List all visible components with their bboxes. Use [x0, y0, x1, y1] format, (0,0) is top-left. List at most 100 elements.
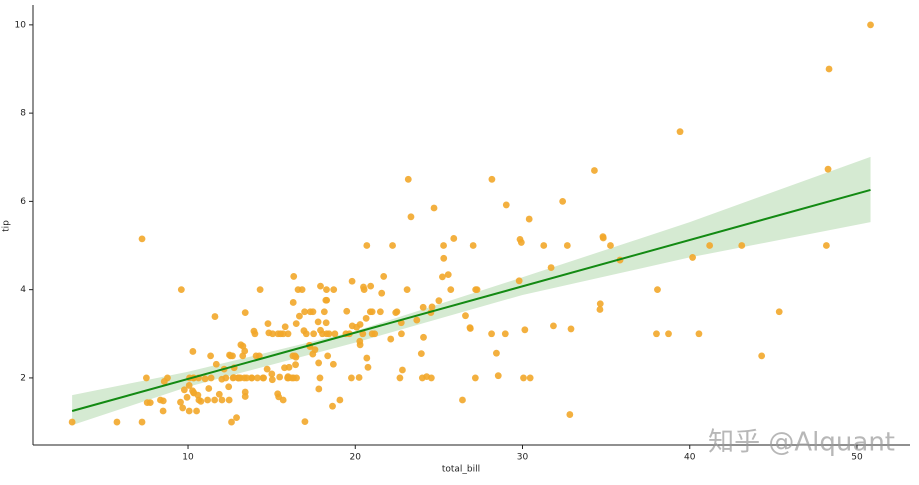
y-tick-label: 2 — [20, 373, 26, 383]
point — [447, 286, 455, 294]
point — [501, 330, 509, 338]
point — [259, 374, 267, 382]
y-tick-label: 10 — [15, 20, 27, 30]
point — [284, 330, 292, 338]
point — [157, 396, 164, 404]
point — [364, 363, 372, 371]
point — [418, 374, 426, 382]
point — [293, 374, 300, 382]
point — [256, 286, 264, 294]
point — [428, 303, 436, 311]
point — [294, 286, 302, 294]
point — [311, 346, 319, 354]
point — [607, 242, 614, 249]
point — [264, 320, 272, 328]
point — [398, 330, 405, 338]
point — [596, 306, 604, 313]
point — [239, 352, 247, 360]
point — [322, 319, 330, 327]
point — [296, 312, 303, 320]
y-tick-label: 6 — [20, 197, 26, 207]
point — [689, 254, 696, 261]
point — [396, 374, 404, 382]
point — [252, 352, 260, 360]
watermark: 知乎 @Alquant — [708, 428, 895, 458]
point — [389, 242, 396, 249]
point — [653, 330, 660, 338]
point — [547, 264, 555, 271]
point — [353, 323, 361, 331]
point — [738, 242, 746, 249]
x-tick-label: 10 — [182, 453, 194, 463]
point — [758, 352, 766, 360]
point — [301, 418, 309, 426]
x-tick-label: 30 — [517, 453, 529, 463]
point — [228, 418, 235, 426]
point — [356, 337, 364, 345]
point — [251, 330, 259, 338]
point — [599, 234, 607, 242]
point — [526, 374, 534, 382]
point — [239, 342, 247, 350]
point — [233, 414, 240, 422]
point — [676, 128, 684, 136]
point — [189, 348, 197, 355]
point — [488, 175, 496, 183]
point — [263, 365, 271, 373]
point — [440, 242, 447, 249]
point — [142, 374, 150, 382]
point — [563, 242, 571, 249]
point — [775, 308, 783, 316]
point — [315, 359, 323, 367]
regression-line — [71, 188, 871, 412]
point — [177, 398, 184, 406]
point — [201, 375, 209, 383]
point — [516, 235, 524, 243]
point — [254, 374, 261, 382]
point — [146, 399, 154, 407]
point — [367, 282, 375, 290]
point — [493, 349, 500, 357]
point — [540, 242, 548, 249]
point — [218, 396, 226, 404]
point — [215, 390, 223, 398]
point — [515, 277, 523, 285]
point — [222, 374, 230, 382]
point — [825, 65, 833, 73]
point — [185, 407, 193, 415]
point — [205, 385, 213, 392]
point — [376, 308, 384, 316]
point — [225, 383, 233, 391]
point — [268, 376, 276, 384]
point — [440, 254, 448, 262]
point — [368, 330, 376, 338]
point — [417, 350, 425, 358]
point — [378, 289, 386, 297]
point — [290, 273, 298, 280]
point — [292, 361, 299, 369]
point — [399, 366, 406, 374]
point — [521, 326, 529, 334]
point — [471, 374, 479, 382]
point — [317, 326, 324, 334]
point — [225, 396, 233, 404]
point — [824, 165, 832, 173]
point — [559, 197, 567, 205]
point — [343, 307, 351, 315]
y-axis-label: tip — [2, 220, 12, 232]
point — [160, 378, 168, 385]
point — [317, 282, 324, 290]
point — [323, 286, 330, 294]
point — [234, 374, 242, 382]
point — [314, 318, 322, 326]
point — [207, 374, 215, 382]
point — [241, 393, 249, 400]
point — [274, 390, 282, 398]
point — [211, 313, 219, 320]
point — [444, 271, 452, 279]
point — [329, 402, 336, 410]
x-axis-label: total_bill — [442, 465, 480, 475]
point — [315, 385, 323, 393]
y-tick-label: 4 — [20, 285, 26, 295]
